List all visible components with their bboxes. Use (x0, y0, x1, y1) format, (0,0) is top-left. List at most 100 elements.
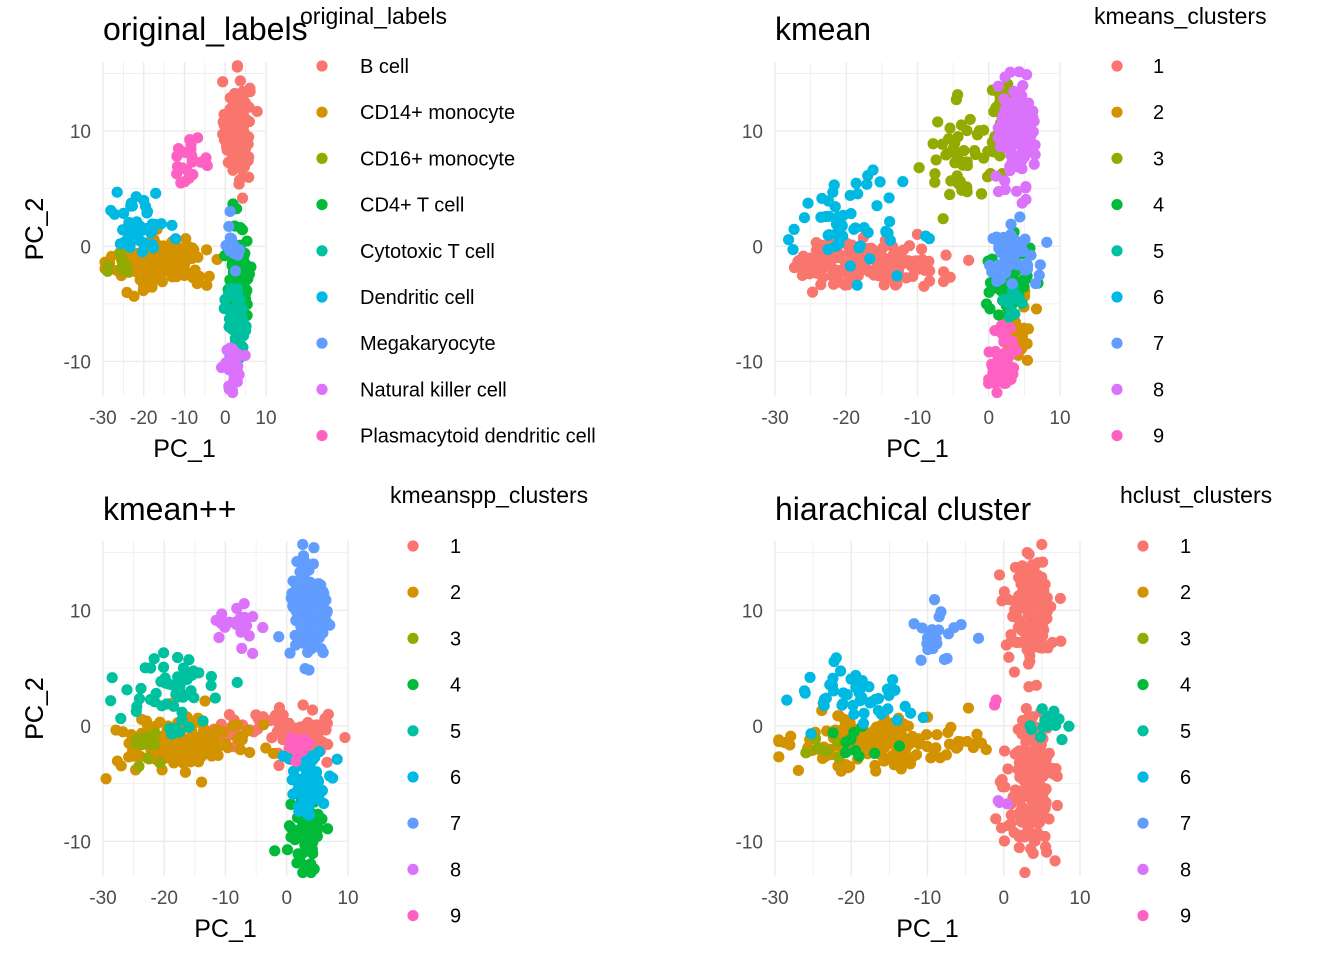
point-3 (930, 154, 942, 166)
point-7 (294, 577, 307, 589)
point-cd16-monocyte (102, 265, 114, 277)
point-1 (1031, 743, 1043, 756)
point-6 (891, 714, 903, 726)
point-1 (1036, 538, 1048, 551)
point-2 (833, 710, 845, 722)
legend-label: 5 (450, 721, 461, 743)
legend: kmeans_clusters 1 2 3 4 5 6 7 8 9 (1094, 3, 1267, 448)
point-4 (893, 740, 905, 752)
legend-label: Natural killer cell (360, 379, 507, 401)
point-8 (993, 131, 1005, 143)
point-cd16-monocyte (115, 264, 128, 276)
point-1 (1013, 842, 1025, 854)
point-4 (849, 745, 862, 757)
point-dendritic-cell (150, 187, 162, 199)
point-5 (1009, 308, 1021, 320)
point-3 (955, 119, 968, 131)
point-dendritic-cell (131, 216, 143, 228)
legend-key (316, 337, 328, 349)
x-tick-label: 0 (983, 408, 994, 429)
point-plasmacytoid-dendritic-cell (175, 177, 187, 189)
grid (774, 541, 1081, 876)
point-8 (1021, 69, 1033, 81)
point-2 (931, 729, 943, 741)
point-8 (1007, 136, 1019, 148)
point-5 (183, 654, 195, 666)
point-5 (135, 682, 147, 695)
point-1 (1024, 712, 1036, 724)
point-1 (1028, 600, 1040, 612)
x-tick-label: -30 (761, 408, 788, 429)
point-3 (948, 146, 960, 158)
point-cytotoxic-t-cell (232, 297, 244, 309)
point-2 (896, 759, 909, 771)
point-1 (1008, 666, 1020, 678)
legend-key (1137, 679, 1149, 691)
point-3 (968, 145, 981, 157)
point-5 (105, 695, 117, 707)
legend-label: 3 (1180, 628, 1191, 650)
point-2 (1021, 354, 1034, 366)
point-6 (822, 195, 835, 207)
point-cd14-monocyte (142, 275, 154, 287)
point-3 (936, 138, 948, 150)
point-8 (257, 621, 269, 634)
point-b-cell (234, 121, 246, 134)
point-7 (311, 578, 323, 590)
point-1 (1040, 753, 1052, 765)
point-6 (837, 698, 849, 710)
point-6 (286, 774, 298, 786)
point-1 (1032, 557, 1044, 569)
panel-3: -30 -20 -10 0 10 -10 0 10 PC_1 PC_2 kmean++ kmeansp… (21, 482, 588, 943)
point-dendritic-cell (111, 186, 123, 198)
point-6 (827, 186, 839, 198)
point-1 (1016, 807, 1028, 819)
point-5 (178, 689, 191, 701)
panel-title: kmean++ (103, 491, 236, 527)
point-1 (897, 244, 909, 256)
point-8 (1020, 145, 1032, 157)
legend: original_labels B cell CD14+ monocyte CD16+… (300, 3, 596, 448)
legend-label: 5 (1153, 241, 1164, 263)
point-6 (851, 279, 863, 291)
y-tick-label: -10 (64, 352, 91, 373)
point-megakaryocyte (223, 220, 235, 233)
point-3 (932, 116, 944, 128)
point-6 (883, 192, 895, 204)
point-1 (1021, 761, 1033, 774)
point-2 (236, 734, 248, 746)
point-6 (880, 226, 892, 238)
point-6 (861, 178, 873, 190)
point-6 (818, 700, 830, 712)
point-8 (1001, 798, 1013, 810)
point-dendritic-cell (141, 205, 154, 218)
point-1 (817, 262, 829, 274)
point-7 (928, 594, 941, 606)
point-6 (897, 176, 909, 188)
legend-label: 1 (1153, 56, 1164, 78)
point-dendritic-cell (166, 219, 178, 231)
point-dendritic-cell (170, 233, 182, 245)
legend-key (1111, 60, 1123, 72)
point-8 (213, 631, 225, 644)
point-3 (982, 145, 994, 158)
point-7 (308, 542, 320, 554)
point-8 (247, 647, 259, 660)
point-6 (798, 685, 811, 697)
point-cd14-monocyte (191, 277, 203, 290)
legend-label: 7 (450, 813, 461, 835)
point-9 (995, 319, 1008, 332)
point-1 (999, 781, 1011, 793)
point-3 (994, 150, 1006, 162)
point-7 (1005, 218, 1017, 230)
point-7 (296, 562, 308, 574)
point-2 (234, 744, 247, 756)
point-2 (942, 726, 954, 739)
point-9 (1004, 322, 1016, 334)
point-8 (236, 642, 248, 654)
point-5 (173, 726, 185, 738)
legend-label: 6 (450, 767, 461, 789)
point-6 (917, 711, 929, 724)
point-2 (906, 752, 918, 764)
point-4 (294, 854, 306, 867)
